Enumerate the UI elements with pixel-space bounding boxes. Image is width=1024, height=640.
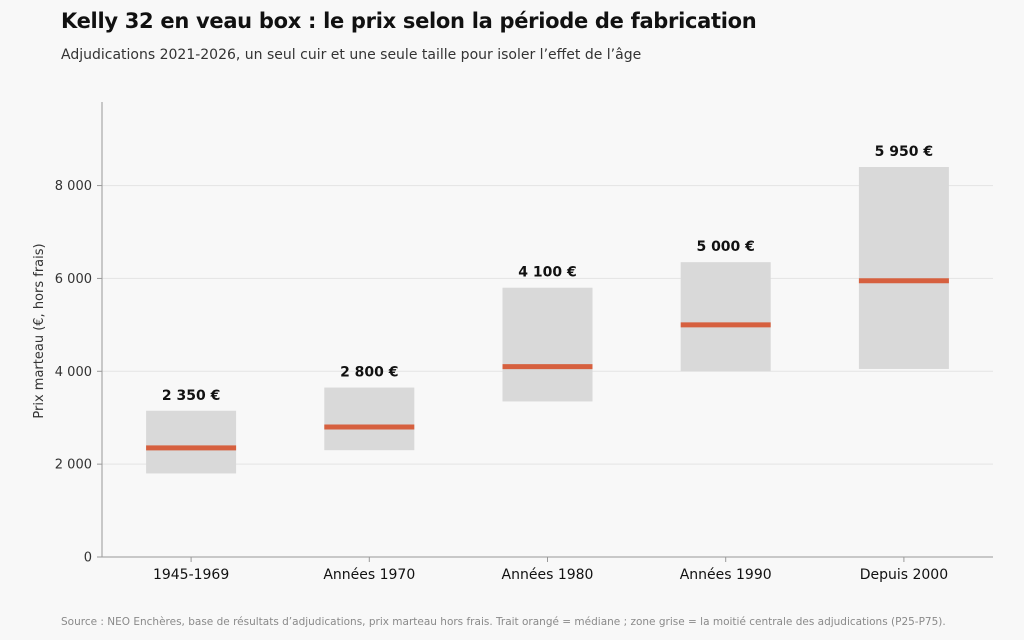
median-value-label: 5 950 € xyxy=(875,144,933,160)
chart-title: Kelly 32 en veau box : le prix selon la … xyxy=(61,9,757,33)
iqr-band xyxy=(324,387,415,451)
source-note: Source : NEO Enchères, base de résultats… xyxy=(61,616,946,628)
median-line xyxy=(680,322,771,328)
median-value-label: 5 000 € xyxy=(696,239,754,255)
y-tick-label: 4 000 xyxy=(55,365,92,380)
median-line xyxy=(502,364,593,370)
iqr-band xyxy=(680,262,771,372)
iqr-band xyxy=(146,410,237,474)
x-category-label: 1945-1969 xyxy=(153,567,229,583)
x-category-label: Années 1990 xyxy=(680,567,772,583)
median-line xyxy=(146,445,237,451)
x-category-label: Années 1970 xyxy=(323,567,415,583)
iqr-band xyxy=(502,287,593,402)
y-axis-label: Prix marteau (€, hors frais) xyxy=(32,243,47,418)
x-category-label: Depuis 2000 xyxy=(860,567,948,583)
median-value-label: 2 800 € xyxy=(340,365,398,381)
median-line xyxy=(324,424,415,430)
y-tick-label: 2 000 xyxy=(55,458,92,473)
x-category-label: Années 1980 xyxy=(502,567,594,583)
y-tick-label: 6 000 xyxy=(55,272,92,287)
median-line xyxy=(858,278,949,284)
iqr-band xyxy=(858,167,949,369)
y-tick-label: 8 000 xyxy=(55,179,92,194)
median-value-label: 4 100 € xyxy=(518,265,576,281)
y-tick-label: 0 xyxy=(84,551,92,566)
median-value-label: 2 350 € xyxy=(162,388,220,404)
chart-subtitle: Adjudications 2021-2026, un seul cuir et… xyxy=(61,47,642,63)
